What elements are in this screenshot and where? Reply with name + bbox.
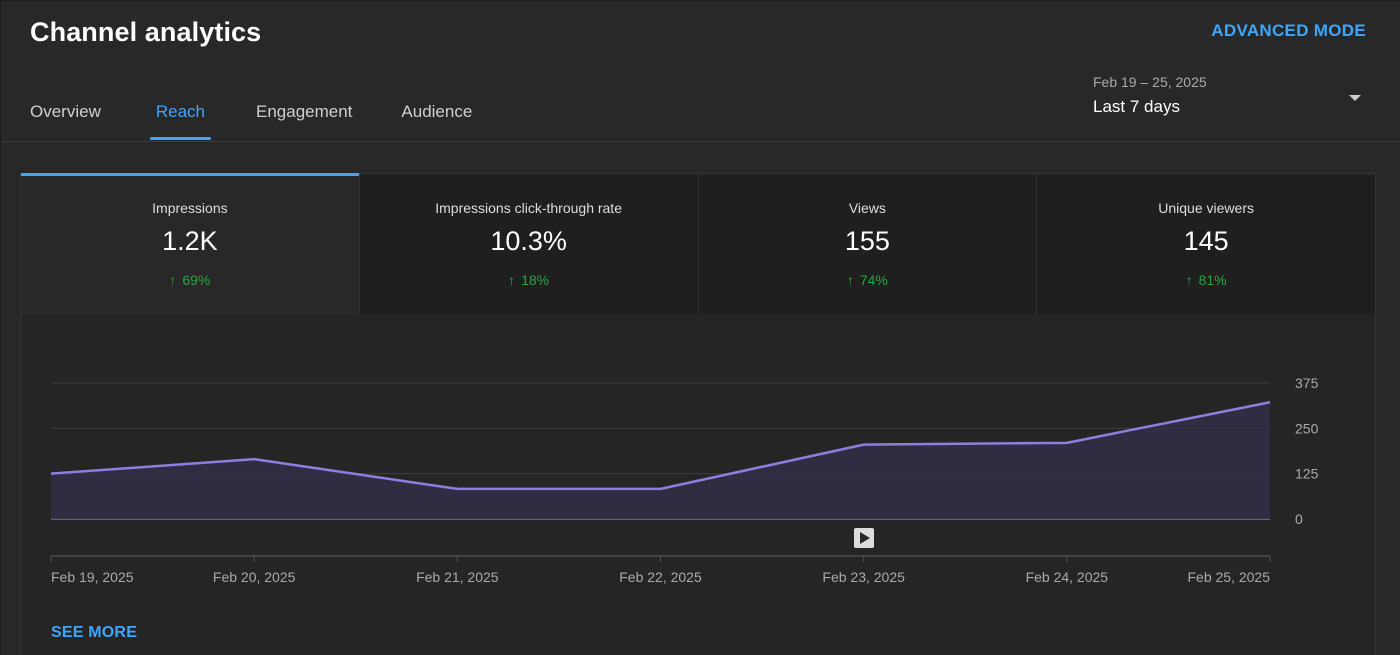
metric-value: 1.2K	[162, 226, 218, 256]
metric-value: 145	[1183, 226, 1229, 256]
date-range-dropdown[interactable]: Feb 19 – 25, 2025 Last 7 days	[1093, 69, 1369, 125]
chart-point	[862, 443, 866, 447]
tab-engagement[interactable]: Engagement	[256, 102, 353, 121]
metric-value: 10.3%	[490, 226, 567, 256]
y-tick-label: 250	[1295, 420, 1319, 436]
chart-point	[659, 487, 663, 491]
metric-label: Views	[848, 200, 886, 216]
chart-area-fill	[51, 402, 1270, 519]
metric-delta: ↑ 69%	[21, 272, 359, 288]
x-tick-label: Feb 19, 2025	[51, 569, 134, 585]
metric-unique-viewers[interactable]: Unique viewers 145 ↑ 81%	[1036, 174, 1375, 315]
metric-delta: ↑ 81%	[1037, 272, 1375, 288]
date-range-text: Feb 19 – 25, 2025	[1093, 74, 1207, 90]
metric-delta-value: 81%	[1198, 272, 1227, 288]
tab-bar: Overview Reach Engagement Audience	[1, 89, 478, 143]
arrow-up-icon: ↑	[508, 272, 516, 288]
x-tick-label: Feb 23, 2025	[822, 569, 905, 585]
metric-delta-value: 18%	[521, 272, 550, 288]
x-tick-label: Feb 24, 2025	[1026, 569, 1109, 585]
x-tick-label: Feb 25, 2025	[1187, 569, 1270, 585]
metric-delta-value: 69%	[182, 272, 211, 288]
page-title: Channel analytics	[30, 17, 262, 47]
tab-overview[interactable]: Overview	[30, 102, 101, 121]
y-tick-label: 125	[1295, 466, 1319, 482]
chart-point	[49, 472, 53, 476]
metric-label: Unique viewers	[1158, 200, 1254, 216]
chart-series-line	[50, 400, 1271, 491]
metric-delta: ↑ 18%	[360, 272, 698, 288]
metric-value: 155	[844, 226, 890, 256]
y-tick-label: 375	[1295, 375, 1319, 391]
chart-point	[455, 487, 459, 491]
chart-point	[252, 457, 256, 461]
metric-delta: ↑ 74%	[699, 272, 1037, 288]
tab-audience[interactable]: Audience	[401, 102, 473, 121]
dropdown-caret-icon	[1349, 95, 1361, 101]
x-tick-label: Feb 20, 2025	[213, 569, 296, 585]
arrow-up-icon: ↑	[1185, 272, 1193, 288]
tab-reach[interactable]: Reach	[149, 89, 212, 141]
y-tick-label: 0	[1295, 511, 1303, 527]
metric-impressions[interactable]: Impressions 1.2K ↑ 69%	[21, 173, 359, 315]
arrow-up-icon: ↑	[846, 272, 854, 288]
metric-label: Impressions click-through rate	[435, 200, 622, 216]
x-tick-label: Feb 22, 2025	[619, 569, 702, 585]
metric-tabs: Impressions 1.2K ↑ 69% Impressions click-…	[21, 173, 1375, 315]
x-tick-label: Feb 21, 2025	[416, 569, 499, 585]
metric-label: Impressions	[152, 200, 228, 216]
chart-point	[1065, 441, 1069, 445]
metric-views[interactable]: Views 155 ↑ 74%	[697, 174, 1037, 315]
metric-ctr[interactable]: Impressions click-through rate 10.3% ↑ 18…	[358, 174, 698, 315]
metric-delta-value: 74%	[859, 272, 888, 288]
see-more-button[interactable]: SEE MORE	[51, 624, 138, 641]
header-divider	[1, 141, 1400, 142]
play-icon[interactable]	[854, 528, 874, 548]
chart-point	[1268, 400, 1272, 404]
date-range-label: Last 7 days	[1093, 97, 1180, 116]
analytics-card: Impressions 1.2K ↑ 69% Impressions click-…	[20, 173, 1376, 655]
arrow-up-icon: ↑	[169, 272, 177, 288]
advanced-mode-button[interactable]: ADVANCED MODE	[1211, 21, 1366, 40]
